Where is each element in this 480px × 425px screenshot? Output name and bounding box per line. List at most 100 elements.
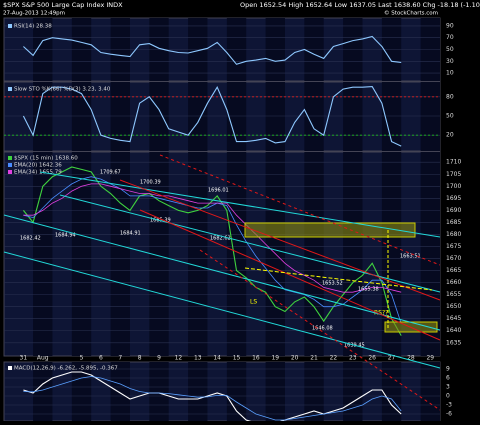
legend-swatch (8, 170, 12, 174)
x-tick-label: 31 (20, 355, 28, 362)
series-line (23, 183, 402, 293)
annotation: 1696.01 (208, 188, 229, 194)
x-tick-label: 12 (175, 355, 183, 362)
y-tick-label: 1670 (446, 255, 461, 262)
x-tick-label: 14 (213, 355, 221, 362)
day-band (343, 82, 363, 151)
y-tick-label: 1645 (446, 315, 461, 322)
day-band (226, 362, 247, 421)
day-band (33, 82, 53, 151)
legend-swatch (8, 163, 12, 167)
day-band (304, 152, 324, 356)
legend-swatch (8, 366, 12, 370)
y-tick-label: -3 (446, 402, 452, 409)
trendline (39, 171, 441, 238)
legend-swatch (8, 87, 12, 91)
x-tick-label: 20 (291, 355, 299, 362)
trendlines (3, 154, 441, 411)
trendline (139, 209, 441, 341)
y-tick-label: 1690 (446, 207, 461, 214)
y-tick-label: 70 (446, 34, 454, 41)
x-tick-label: 6 (99, 355, 103, 362)
legend-label: Slow STO %K(66) %D(3) 3.23, 3.40 (14, 87, 111, 93)
legend-swatch (8, 156, 12, 160)
y-tick-label: 1665 (446, 267, 461, 274)
day-band (381, 82, 402, 151)
series-line (23, 176, 402, 324)
day-band (110, 82, 130, 151)
x-tick-label: 22 (330, 355, 338, 362)
y-tick-label: -6 (446, 411, 452, 418)
y-tick-label: 50 (446, 113, 454, 120)
day-band (71, 152, 92, 356)
day-band (420, 82, 440, 151)
legend-label: $SPX (15 min) 1638.60 (14, 156, 78, 162)
day-band (343, 152, 363, 356)
y-tick-label: 1650 (446, 303, 461, 310)
day-band (33, 362, 53, 421)
trendline (199, 249, 441, 411)
y-tick-label: 50 (446, 46, 454, 53)
day-band (304, 82, 324, 151)
day-band (304, 362, 324, 421)
annotation: 1700.39 (140, 180, 161, 186)
x-tick-label: 27 (388, 355, 396, 362)
date: 27-Aug-2013 12:49pm (3, 11, 65, 17)
y-tick-label: 1635 (446, 339, 461, 346)
trendline (119, 179, 441, 301)
y-tick-label: 1700 (446, 183, 461, 190)
y-tick-label: 3 (446, 384, 450, 391)
y-tick-label: 1660 (446, 279, 461, 286)
x-tick-label: 8 (138, 355, 142, 362)
y-tick-label: 20 (446, 132, 454, 139)
annotation: LS (250, 299, 257, 306)
y-tick-label: 1675 (446, 243, 461, 250)
y-tick-label: 6 (446, 375, 450, 382)
day-band (110, 152, 130, 356)
annotation: 1684.91 (120, 231, 141, 237)
x-tick-label: 9 (157, 355, 161, 362)
series-line (23, 35, 402, 65)
y-tick-label: 9 (446, 366, 450, 373)
y-tick-label: 90 (446, 22, 454, 29)
y-tick-label: 1680 (446, 231, 461, 238)
annotation: 1653.52 (322, 281, 343, 287)
x-tick-label: Aug (37, 355, 49, 362)
day-band (149, 82, 169, 151)
x-tick-label: 29 (426, 355, 434, 362)
y-tick-label: 1695 (446, 195, 461, 202)
day-band (188, 152, 208, 356)
neckline (244, 267, 433, 291)
day-band (149, 362, 169, 421)
day-band (381, 362, 402, 421)
annotation: 1682.42 (20, 236, 41, 242)
day-band (33, 152, 53, 356)
legend-label: RSI(14) 28.38 (14, 24, 52, 30)
series-line (22, 166, 402, 336)
day-band (226, 82, 247, 151)
day-band (226, 152, 247, 356)
legend-label: EMA(34) 1655.79 (14, 170, 62, 176)
x-tick-label: 13 (194, 355, 202, 362)
annotation: 1709.67 (100, 170, 121, 176)
symbol: $SPX S&P 500 Large Cap Index INDX (3, 1, 123, 9)
trendline (159, 154, 441, 266)
day-band (420, 362, 440, 421)
trendline (3, 214, 441, 331)
legend-swatch (8, 24, 12, 28)
day-band (188, 82, 208, 151)
series-line (23, 376, 402, 421)
source: © StockCharts.com (384, 10, 438, 17)
x-tick-label: 26 (368, 355, 376, 362)
day-band (71, 362, 92, 421)
day-band (420, 152, 440, 356)
day-band (381, 152, 402, 356)
x-tick-label: 19 (271, 355, 279, 362)
zone (244, 222, 416, 238)
annotation: 1655.38 (358, 287, 379, 293)
x-tick-label: 28 (407, 355, 415, 362)
x-tick-label: 5 (80, 355, 84, 362)
annotation: 1682.62 (210, 236, 231, 242)
annotation: 1663.51 (400, 254, 421, 260)
x-tick-label: 7 (118, 355, 122, 362)
